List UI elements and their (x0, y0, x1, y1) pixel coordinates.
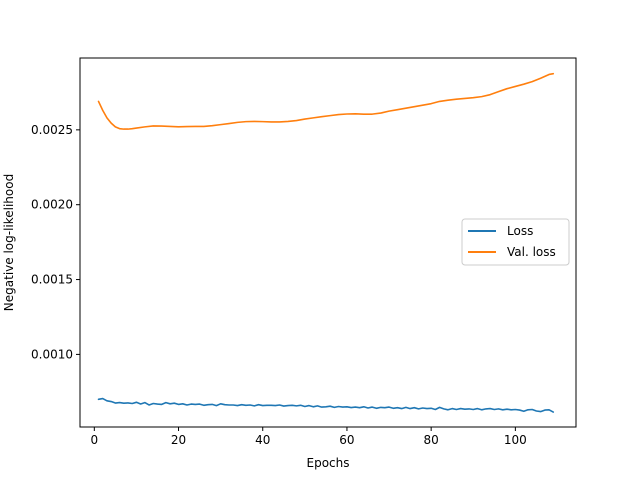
y-tick-label: 0.0015 (31, 273, 73, 287)
x-tick-label: 0 (90, 433, 98, 447)
plot-frame (79, 57, 577, 428)
x-tick-label: 80 (424, 433, 439, 447)
series-line-loss (97, 397, 555, 413)
series-layer (97, 72, 555, 413)
y-axis: 0.0010 0.0015 0.0020 0.0025 (31, 123, 80, 361)
y-tick-label: 0.0025 (31, 123, 73, 137)
x-tick-label: 60 (339, 433, 354, 447)
legend-label-val-loss: Val. loss (507, 245, 556, 259)
x-tick-label: 100 (504, 433, 527, 447)
x-axis-label: Epochs (307, 456, 350, 470)
x-axis: 0 20 40 60 80 100 (90, 427, 527, 447)
series-line-val-loss (97, 72, 555, 130)
y-tick-label: 0.0020 (31, 198, 73, 212)
y-tick-label: 0.0010 (31, 347, 73, 361)
x-tick-label: 20 (171, 433, 186, 447)
legend-label-loss: Loss (507, 224, 533, 238)
y-axis-label: Negative log-likelihood (2, 174, 16, 311)
x-tick-label: 40 (255, 433, 270, 447)
legend: Loss Val. loss (461, 218, 570, 266)
